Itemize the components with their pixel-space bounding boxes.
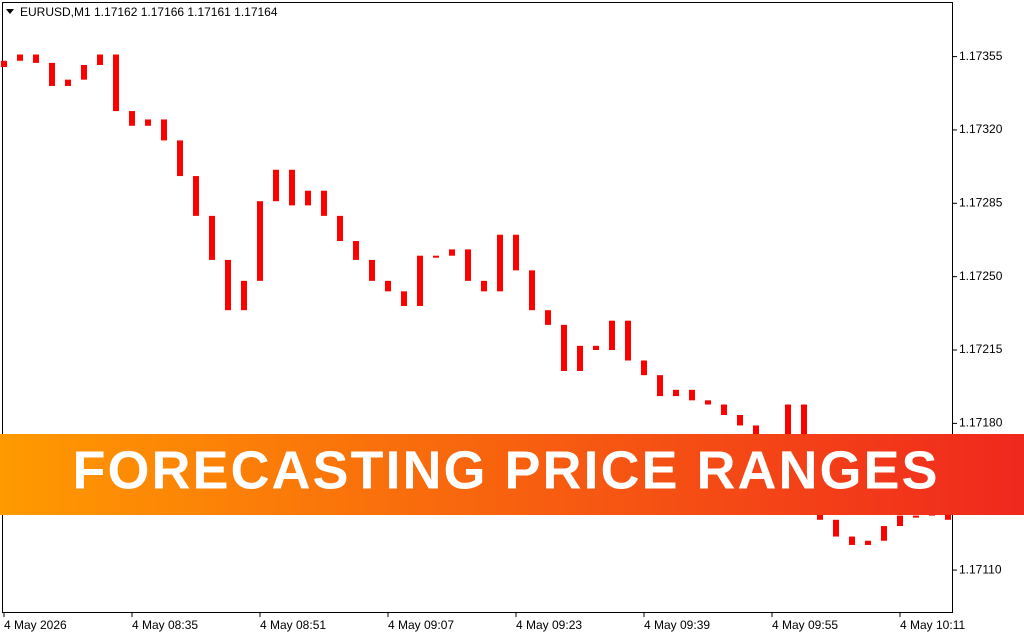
- candle: [625, 320, 631, 361]
- y-tick-label: 1.17320: [959, 122, 1003, 136]
- candle: [257, 201, 263, 281]
- candle: [481, 280, 487, 292]
- candle: [417, 255, 423, 306]
- candle: [81, 64, 87, 80]
- candle: [833, 519, 839, 537]
- candle: [209, 215, 215, 260]
- candle: [753, 425, 759, 441]
- y-tick-label: 1.17110: [959, 562, 1002, 576]
- candle: [305, 190, 311, 206]
- candle: [385, 280, 391, 292]
- candle: [497, 234, 503, 292]
- candle: [913, 515, 919, 518]
- candle: [289, 169, 295, 206]
- candle: [881, 526, 887, 541]
- candle: [689, 389, 695, 401]
- x-tick-label: 4 May 08:35: [132, 618, 198, 632]
- menu-arrow[interactable]: [6, 9, 14, 14]
- x-tick-label: 4 May 2026: [4, 618, 67, 632]
- candle: [113, 54, 119, 112]
- candle: [705, 400, 711, 405]
- candle: [897, 515, 903, 527]
- candle: [33, 54, 39, 63]
- x-tick-label: 4 May 10:11: [900, 618, 965, 632]
- candle: [49, 62, 55, 86]
- banner-strip: [0, 434, 1024, 515]
- candle: [65, 79, 71, 86]
- candle: [513, 234, 519, 271]
- candle: [401, 291, 407, 306]
- candle: [17, 54, 23, 61]
- candle: [449, 249, 455, 256]
- candle: [721, 404, 727, 415]
- candle: [849, 536, 855, 545]
- candle: [193, 176, 199, 216]
- candle: [321, 190, 327, 216]
- y-tick-label: 1.17285: [959, 195, 1003, 209]
- candle: [1, 60, 7, 68]
- y-tick-label: 1.17180: [959, 416, 1003, 430]
- candle: [273, 169, 279, 202]
- banner-text: FORECASTING PRICE RANGES: [72, 440, 939, 500]
- candle: [353, 241, 359, 260]
- plot-frame: [2, 2, 953, 613]
- candle: [465, 249, 471, 281]
- candle: [161, 119, 167, 141]
- candle: [641, 360, 647, 376]
- candle: [129, 111, 135, 126]
- x-tick-label: 4 May 09:07: [388, 618, 454, 632]
- candle: [337, 215, 343, 242]
- candle: [593, 345, 599, 351]
- candle: [865, 540, 871, 545]
- x-tick-label: 4 May 09:55: [772, 618, 838, 632]
- candle: [177, 140, 183, 177]
- candle: [673, 389, 679, 397]
- y-tick-label: 1.17215: [959, 342, 1003, 356]
- candle: [801, 404, 807, 441]
- candle: [737, 414, 743, 426]
- x-tick-label: 4 May 09:39: [644, 618, 710, 632]
- x-tick-label: 4 May 08:51: [260, 618, 326, 632]
- candle: [241, 280, 247, 311]
- candle: [225, 259, 231, 311]
- candle: [657, 375, 663, 397]
- y-tick-label: 1.17355: [959, 49, 1003, 63]
- x-tick-label: 4 May 09:23: [516, 618, 582, 632]
- candle: [369, 259, 375, 281]
- candle: [785, 404, 791, 441]
- y-tick-label: 1.17250: [959, 269, 1003, 283]
- candle: [529, 270, 535, 311]
- candle: [145, 119, 151, 126]
- candle: [945, 513, 951, 520]
- chart-header: EURUSD,M1 1.17162 1.17166 1.17161 1.1716…: [20, 5, 278, 19]
- candle: [561, 324, 567, 371]
- candle: [97, 54, 103, 65]
- candle: [545, 310, 551, 325]
- candle: [577, 345, 583, 371]
- candle: [609, 320, 615, 351]
- candle: [433, 255, 439, 258]
